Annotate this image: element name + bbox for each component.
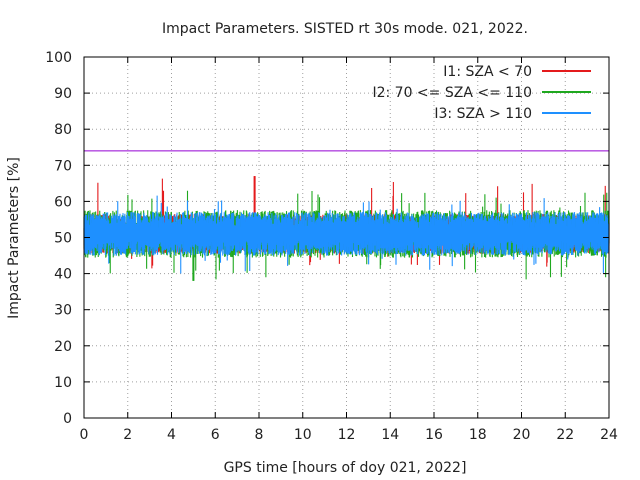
- legend-label-2: I2: 70 <= SZA <= 110: [372, 85, 532, 101]
- x-tick-label: 14: [381, 427, 399, 443]
- x-tick-label: 6: [211, 427, 220, 443]
- y-axis-label: Impact Parameters [%]: [6, 157, 22, 319]
- x-tick-label: 20: [513, 427, 531, 443]
- y-tick-label: 90: [54, 86, 72, 102]
- legend-label-3: I3: SZA > 110: [434, 106, 532, 122]
- x-tick-label: 2: [123, 427, 132, 443]
- y-tick-label: 40: [54, 267, 72, 283]
- chart-title: Impact Parameters. SISTED rt 30s mode. 0…: [162, 21, 528, 37]
- y-tick-label: 60: [54, 194, 72, 210]
- y-tick-label: 50: [54, 231, 72, 247]
- x-tick-label: 16: [425, 427, 443, 443]
- y-tick-label: 0: [63, 411, 72, 427]
- legend-label-1: I1: SZA < 70: [443, 64, 532, 80]
- y-tick-label: 20: [54, 339, 72, 355]
- legend: I1: SZA < 70 I2: 70 <= SZA <= 110 I3: SZA …: [372, 64, 591, 122]
- y-tick-label: 100: [45, 50, 72, 66]
- tick-labels: 0 2 4 6 8 10 12 14 16 18 20 22 240102030405060708090…: [45, 50, 618, 443]
- x-tick-label: 18: [469, 427, 487, 443]
- y-tick-label: 10: [54, 375, 72, 391]
- x-tick-label: 8: [255, 427, 264, 443]
- series-layer: [83, 176, 610, 281]
- series-3-trace: [83, 195, 610, 274]
- x-axis-label: GPS time [hours of doy 021, 2022]: [224, 460, 467, 476]
- x-tick-label: 24: [600, 427, 618, 443]
- y-tick-label: 30: [54, 303, 72, 319]
- ticks: [83, 56, 610, 419]
- x-tick-label: 10: [294, 427, 312, 443]
- y-tick-label: 70: [54, 158, 72, 174]
- x-tick-label: 22: [556, 427, 574, 443]
- x-tick-label: 0: [80, 427, 89, 443]
- x-tick-label: 4: [167, 427, 176, 443]
- x-tick-label: 12: [338, 427, 356, 443]
- y-tick-label: 80: [54, 122, 72, 138]
